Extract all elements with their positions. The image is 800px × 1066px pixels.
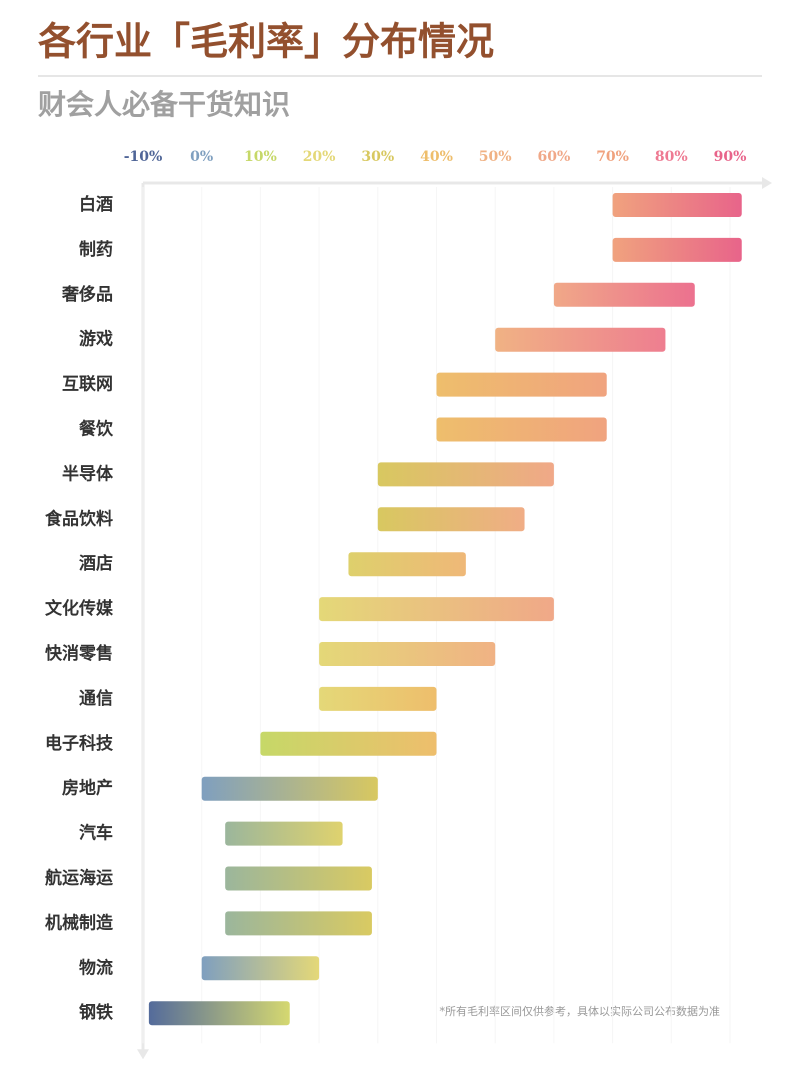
range-bar bbox=[612, 237, 742, 262]
category-label: 钢铁 bbox=[79, 1002, 113, 1023]
range-bar bbox=[436, 417, 607, 442]
range-bar bbox=[225, 866, 372, 891]
range-bar bbox=[436, 372, 607, 397]
x-tick-label: 0% bbox=[190, 149, 213, 165]
category-label: 汽车 bbox=[79, 823, 113, 844]
x-tick-label: 70% bbox=[596, 149, 629, 165]
category-label: 游戏 bbox=[79, 329, 113, 350]
x-tick-label: 30% bbox=[361, 149, 394, 165]
range-bar bbox=[225, 821, 343, 846]
category-label: 快消零售 bbox=[45, 643, 113, 664]
range-bar bbox=[148, 1001, 290, 1026]
category-label: 半导体 bbox=[62, 463, 114, 484]
x-tick-label: 40% bbox=[420, 149, 453, 165]
range-bar bbox=[348, 552, 466, 577]
x-tick-label: 80% bbox=[655, 149, 688, 165]
x-tick-label: 10% bbox=[244, 149, 277, 165]
category-label: 物流 bbox=[79, 957, 113, 978]
category-label: 白酒 bbox=[79, 194, 113, 215]
category-label: 文化传媒 bbox=[45, 598, 114, 619]
range-bar bbox=[319, 597, 554, 622]
chart-title: 各行业「毛利率」分布情况 bbox=[38, 20, 494, 64]
x-tick-label: 60% bbox=[538, 149, 571, 165]
category-label: 食品饮料 bbox=[45, 508, 113, 529]
range-bar bbox=[553, 282, 695, 307]
category-label: 制药 bbox=[79, 239, 113, 260]
range-bar bbox=[612, 193, 742, 217]
category-label: 餐饮 bbox=[79, 419, 114, 440]
range-bar bbox=[319, 642, 496, 666]
category-label: 酒店 bbox=[79, 553, 113, 574]
x-tick-label: 90% bbox=[714, 149, 747, 165]
y-axis-arrow bbox=[137, 1049, 149, 1060]
category-label: 奢侈品 bbox=[61, 284, 113, 305]
range-bar bbox=[495, 327, 666, 352]
x-tick-label: -10% bbox=[124, 149, 163, 165]
category-label: 航运海运 bbox=[45, 868, 113, 889]
footnote: *所有毛利率区间仅供参考，具体以实际公司公布数据为准 bbox=[440, 1004, 721, 1018]
range-bar bbox=[319, 686, 437, 711]
range-bar bbox=[377, 462, 554, 487]
x-tick-label: 20% bbox=[303, 149, 336, 165]
chart-subtitle: 财会人必备干货知识 bbox=[38, 88, 290, 121]
category-label: 通信 bbox=[79, 688, 113, 709]
category-label: 互联网 bbox=[62, 375, 113, 395]
range-bar bbox=[201, 776, 378, 801]
range-bar bbox=[260, 731, 437, 756]
range-bar bbox=[201, 956, 320, 981]
x-tick-label: 50% bbox=[479, 149, 512, 165]
category-label: 电子科技 bbox=[45, 733, 114, 754]
category-label: 房地产 bbox=[62, 778, 113, 799]
category-label: 机械制造 bbox=[45, 912, 114, 933]
range-bar bbox=[225, 911, 372, 936]
range-bar bbox=[377, 507, 525, 532]
x-axis-arrow bbox=[762, 177, 772, 189]
